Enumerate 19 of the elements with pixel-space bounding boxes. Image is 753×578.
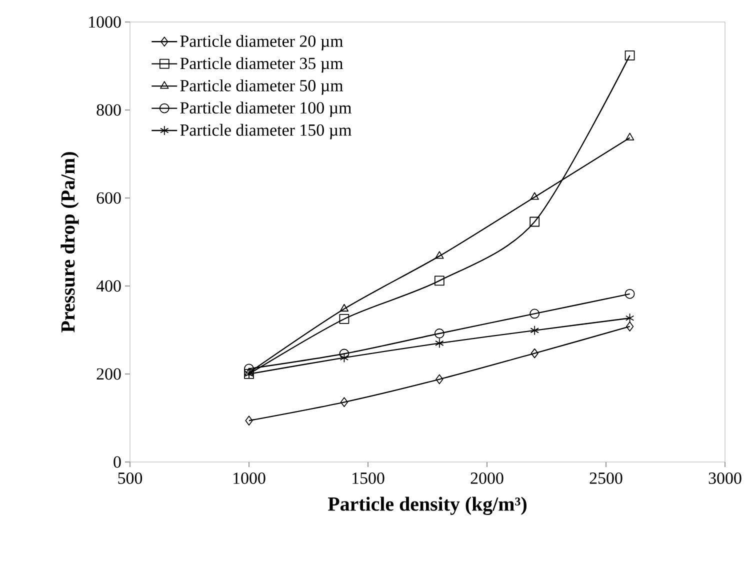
legend-label: Particle diameter 20 µm	[180, 34, 344, 50]
x-axis-title: Particle density (kg/m³)	[328, 496, 526, 515]
x-tick-label: 1000	[234, 472, 266, 484]
legend-label: Particle diameter 150 µm	[180, 124, 352, 140]
y-tick-label: 1000	[89, 16, 121, 28]
x-tick-label: 500	[118, 472, 142, 484]
y-tick-label: 800	[96, 104, 121, 116]
x-tick-label: 1500	[352, 472, 384, 484]
x-tick-label: 2500	[590, 472, 622, 484]
y-axis-title: Pressure drop (Pa/m)	[60, 152, 79, 332]
x-tick-label: 3000	[708, 472, 742, 484]
x-tick-label: 2000	[470, 472, 504, 484]
legend-label: Particle diameter 50 µm	[180, 79, 344, 95]
y-tick-label: 600	[96, 192, 121, 204]
y-tick-label: 400	[96, 280, 121, 292]
legend-label: Particle diameter 35 µm	[180, 57, 344, 73]
y-tick-label: 0	[114, 456, 121, 468]
legend-label: Particle diameter 100 µm	[180, 102, 352, 118]
y-tick-label: 200	[96, 368, 121, 380]
